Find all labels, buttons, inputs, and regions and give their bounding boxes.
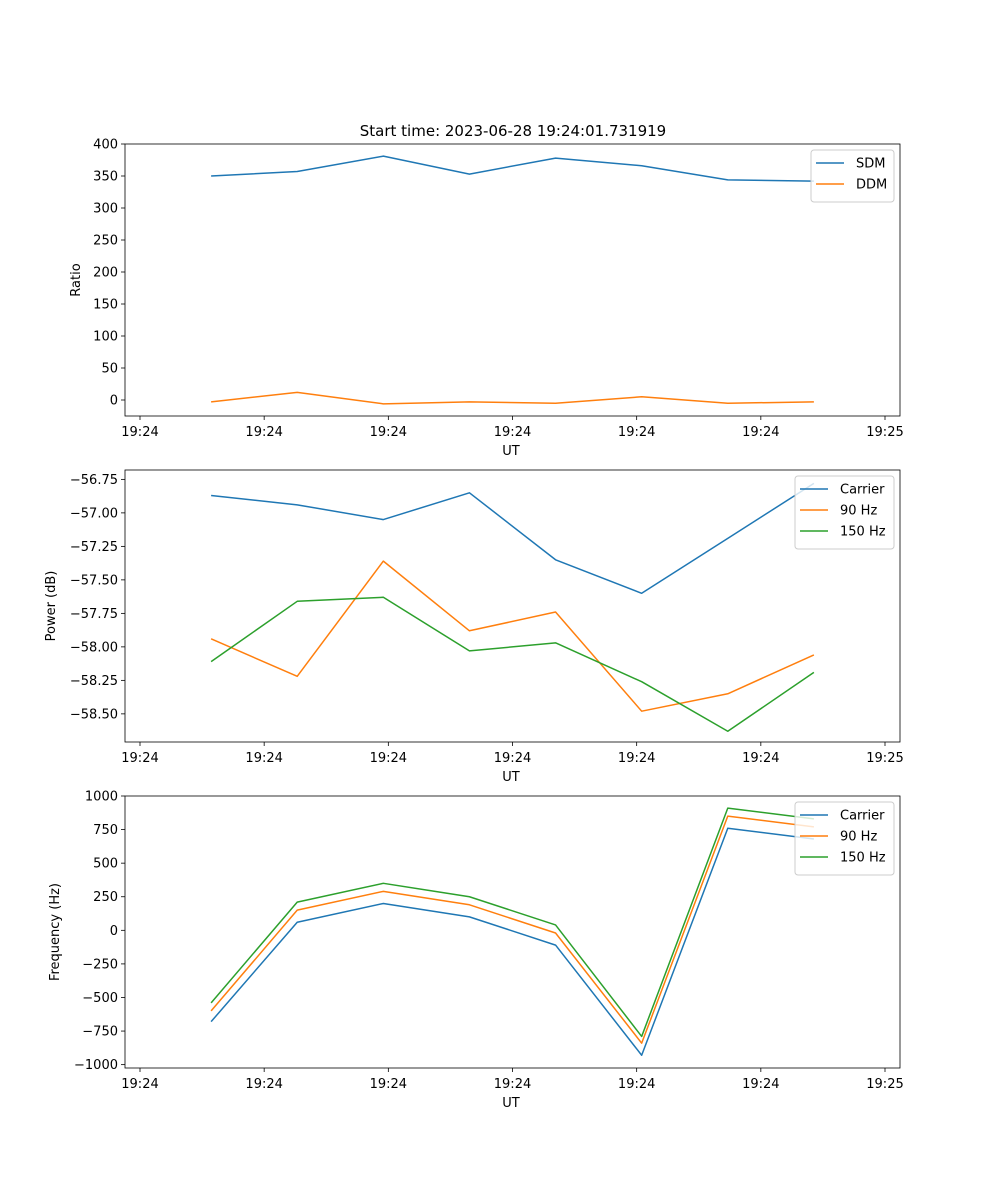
x-tick-label: 19:24 — [245, 751, 282, 766]
y-tick-label: 1000 — [85, 790, 118, 805]
x-axis-label: UT — [502, 444, 520, 459]
x-axis-label: UT — [502, 770, 520, 785]
series-line-150-hz — [210, 596, 815, 733]
x-tick-label: 19:24 — [618, 425, 655, 440]
x-tick-label: 19:25 — [866, 1077, 903, 1092]
y-tick-label: 400 — [93, 138, 118, 153]
series-line-90-hz — [210, 815, 814, 1044]
y-tick-label: −57.50 — [70, 573, 118, 588]
y-tick-label: 250 — [93, 890, 118, 905]
y-tick-label: −750 — [82, 1025, 118, 1040]
x-tick-label: 19:25 — [866, 425, 903, 440]
x-tick-label: 19:24 — [121, 1077, 158, 1092]
legend: SDM DDM — [810, 149, 895, 203]
x-tick-label: 19:24 — [494, 751, 531, 766]
y-tick-label: 500 — [93, 857, 118, 872]
y-tick-label: −58.50 — [70, 707, 118, 722]
figure-title: Start time: 2023-06-28 19:24:01.731919 — [360, 122, 666, 140]
legend-entry-label: SDM — [856, 157, 885, 172]
x-tick-label: 19:24 — [121, 751, 158, 766]
y-tick-label: −57.25 — [70, 540, 118, 555]
series-line-carrier — [210, 827, 814, 1056]
legend-entry-label: Carrier — [840, 809, 885, 824]
chart-panel-1: 19:24 19:24 19:24 19:24 19:24 19:24 19:25 0 50 10… — [69, 138, 904, 460]
series-line-150-hz — [210, 807, 814, 1038]
chart-panel-2: 19:24 19:24 19:24 19:24 19:24 19:24 19:25 −58.5… — [44, 469, 904, 785]
y-tick-label: 0 — [110, 924, 118, 939]
legend-entry-label: Carrier — [840, 483, 885, 498]
x-tick-label: 19:24 — [494, 425, 531, 440]
y-tick-label: 350 — [93, 170, 118, 185]
y-tick-label: 50 — [101, 362, 118, 377]
y-tick-label: 100 — [93, 330, 118, 345]
series-line-ddm — [211, 391, 814, 405]
x-tick-label: 19:24 — [370, 751, 407, 766]
y-tick-label: 150 — [93, 298, 118, 313]
x-tick-label: 19:24 — [618, 751, 655, 766]
series-line-90-hz — [210, 560, 815, 712]
x-tick-label: 19:24 — [370, 425, 407, 440]
y-axis-label: Ratio — [69, 263, 84, 296]
x-tick-label: 19:24 — [494, 1077, 531, 1092]
x-tick-label: 19:24 — [742, 1077, 779, 1092]
legend-entry-label: 90 Hz — [840, 504, 877, 519]
y-tick-label: 750 — [93, 823, 118, 838]
y-tick-label: −57.75 — [70, 607, 118, 622]
x-tick-label: 19:24 — [742, 751, 779, 766]
y-tick-label: −56.75 — [70, 473, 118, 488]
y-tick-label: −58.25 — [70, 674, 118, 689]
legend-entry-label: 90 Hz — [840, 830, 877, 845]
y-tick-label: −250 — [82, 957, 118, 972]
x-tick-label: 19:25 — [866, 751, 903, 766]
y-tick-label: 300 — [93, 202, 118, 217]
y-axis-label: Power (dB) — [44, 571, 59, 642]
y-axis-label: Frequency (Hz) — [48, 883, 63, 981]
y-tick-label: −500 — [82, 991, 118, 1006]
chart-panel-3: 19:24 19:24 19:24 19:24 19:24 19:24 19:25 −1000… — [48, 790, 904, 1112]
y-tick-label: 200 — [93, 266, 118, 281]
y-tick-label: 0 — [110, 394, 118, 409]
x-tick-label: 19:24 — [370, 1077, 407, 1092]
y-tick-label: −57.00 — [70, 506, 118, 521]
legend-entry-label: DDM — [856, 178, 887, 193]
y-tick-label: −1000 — [74, 1058, 118, 1073]
x-tick-label: 19:24 — [121, 425, 158, 440]
x-tick-label: 19:24 — [618, 1077, 655, 1092]
series-line-sdm — [211, 155, 814, 182]
y-tick-label: 250 — [93, 234, 118, 249]
legend-entry-label: 150 Hz — [840, 525, 886, 540]
series-line-carrier — [211, 482, 815, 595]
legend: Carrier 90 Hz 150 Hz — [794, 475, 895, 550]
x-tick-label: 19:24 — [245, 425, 282, 440]
legend-entry-label: 150 Hz — [840, 851, 886, 866]
x-axis-label: UT — [502, 1096, 520, 1111]
x-tick-label: 19:24 — [245, 1077, 282, 1092]
x-tick-label: 19:24 — [742, 425, 779, 440]
legend: Carrier 90 Hz 150 Hz — [794, 801, 895, 876]
y-tick-label: −58.00 — [70, 640, 118, 655]
